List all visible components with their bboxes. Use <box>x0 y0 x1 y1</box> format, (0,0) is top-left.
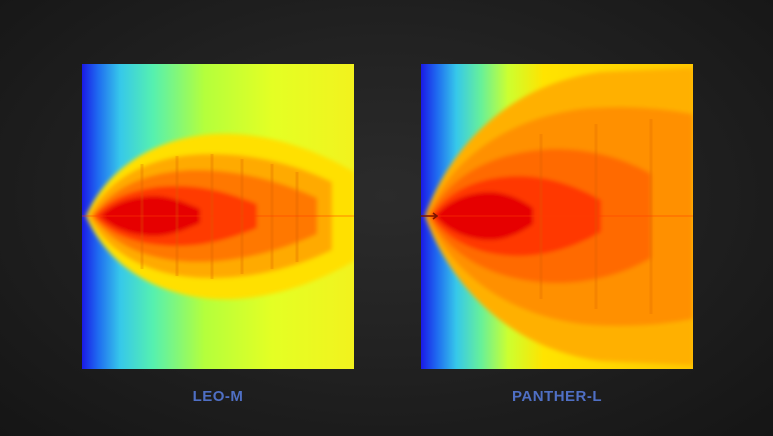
coverage-map-panther-l <box>421 64 693 369</box>
source-arrow-icon <box>421 212 439 220</box>
panel-label-panther-l: PANTHER-L <box>511 388 603 405</box>
coverage-map-leo-m <box>82 64 354 369</box>
coverage-map-panther-l-graphic <box>421 64 693 369</box>
coverage-map-leo-m-graphic <box>82 64 354 369</box>
panel-label-leo-m: LEO-M <box>192 388 244 405</box>
